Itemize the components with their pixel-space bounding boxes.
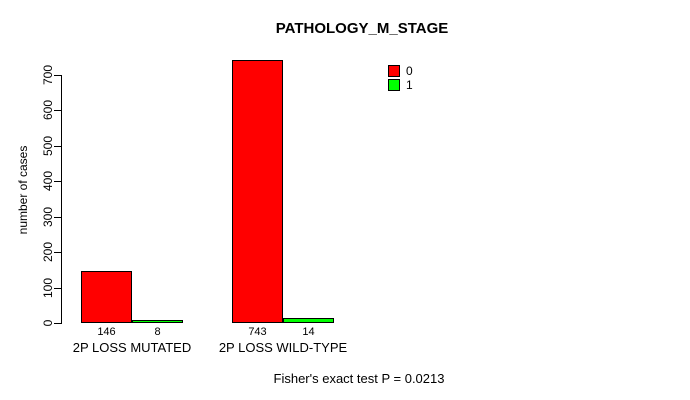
y-axis-tick-label: 600 bbox=[41, 99, 55, 121]
y-axis-tick bbox=[54, 217, 61, 218]
y-axis-tick-label: 100 bbox=[41, 277, 55, 299]
legend-item: 0 bbox=[388, 65, 413, 77]
y-axis-label: number of cases bbox=[16, 145, 30, 235]
y-axis-tick bbox=[54, 288, 61, 289]
y-axis-tick bbox=[54, 146, 61, 147]
legend-item: 1 bbox=[388, 79, 413, 91]
bar bbox=[283, 318, 334, 323]
y-axis-tick bbox=[54, 323, 61, 324]
y-axis-tick-label: 0 bbox=[41, 319, 55, 327]
category-label: 2P LOSS MUTATED bbox=[72, 340, 192, 355]
bar bbox=[132, 320, 183, 323]
bar bbox=[81, 271, 132, 323]
chart-title: PATHOLOGY_M_STAGE bbox=[275, 20, 449, 37]
footer-annotation: Fisher's exact test P = 0.0213 bbox=[273, 371, 445, 386]
bar-value-label: 8 bbox=[154, 326, 161, 338]
y-axis-tick-label: 200 bbox=[41, 241, 55, 263]
legend-swatch bbox=[388, 79, 400, 91]
y-axis-tick bbox=[54, 110, 61, 111]
y-axis-tick-label: 400 bbox=[41, 170, 55, 192]
y-axis-tick bbox=[54, 181, 61, 182]
legend-swatch bbox=[388, 65, 400, 77]
bar-value-label: 146 bbox=[97, 326, 116, 338]
y-axis-tick-label: 300 bbox=[41, 206, 55, 228]
bar-value-label: 14 bbox=[302, 326, 315, 338]
category-label: 2P LOSS WILD-TYPE bbox=[218, 340, 348, 355]
y-axis-tick-label: 500 bbox=[41, 135, 55, 157]
legend-label: 0 bbox=[406, 64, 413, 78]
y-axis-tick bbox=[54, 75, 61, 76]
legend-label: 1 bbox=[406, 78, 413, 92]
bar bbox=[232, 60, 283, 323]
y-axis-line bbox=[61, 75, 62, 324]
y-axis-tick bbox=[54, 252, 61, 253]
bar-value-label: 743 bbox=[248, 326, 267, 338]
y-axis-tick-label: 700 bbox=[41, 64, 55, 86]
